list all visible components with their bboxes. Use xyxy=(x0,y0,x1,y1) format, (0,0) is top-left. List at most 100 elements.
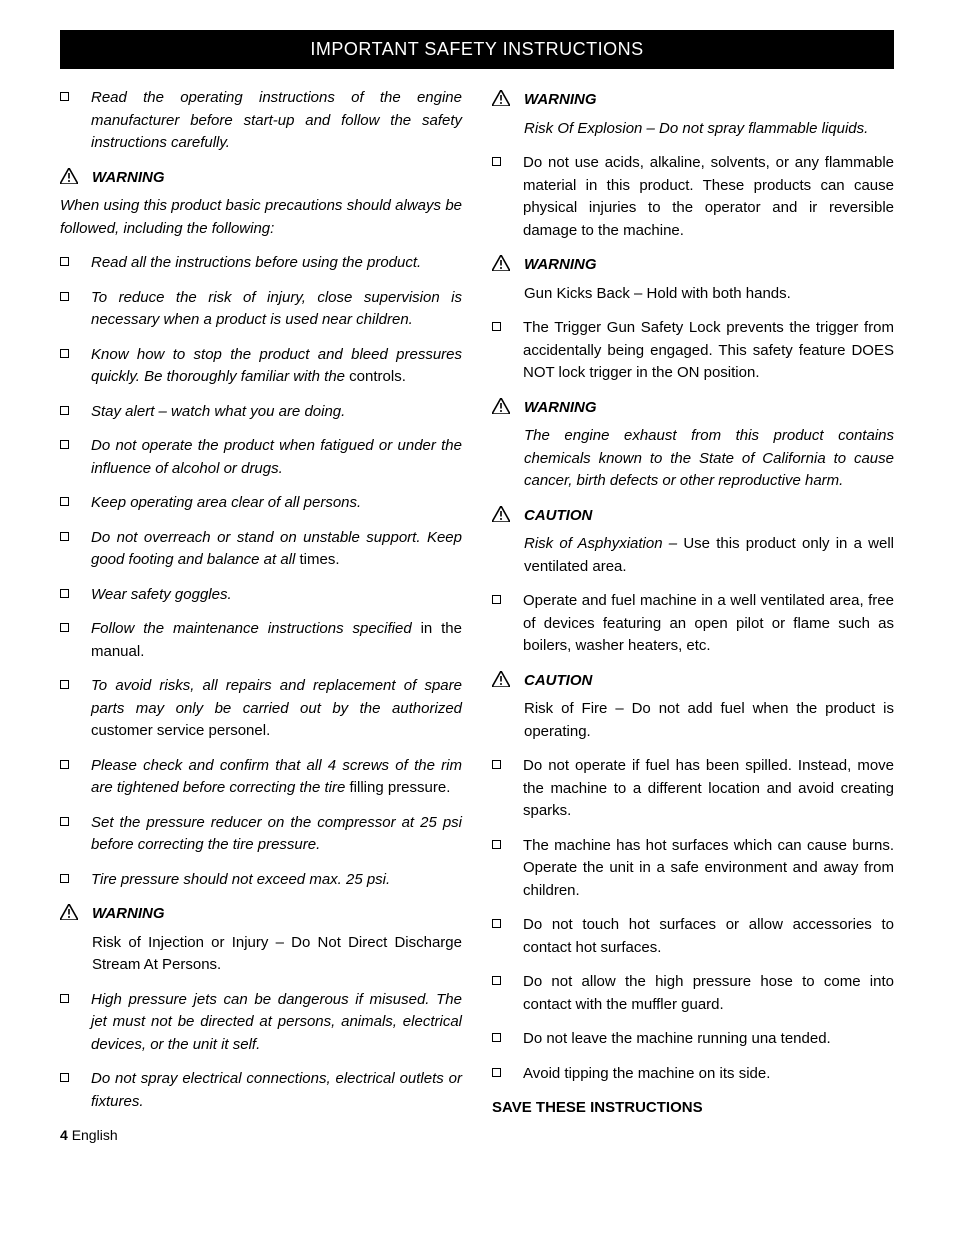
right-column: WARNING Risk Of Explosion – Do not spray… xyxy=(492,87,894,1146)
bullet-text: Read all the instructions before using t… xyxy=(91,252,462,275)
warning-icon xyxy=(492,398,510,414)
list-item: To reduce the risk of injury, close supe… xyxy=(60,287,462,332)
warning-heading: WARNING xyxy=(492,397,894,420)
bullet-text: Do not operate if fuel has been spilled.… xyxy=(523,755,894,823)
warning-icon xyxy=(60,904,78,920)
list-item: Wear safety goggles. xyxy=(60,584,462,607)
bullet-text: The Trigger Gun Safety Lock prevents the… xyxy=(523,317,894,385)
list-item: The machine has hot surfaces which can c… xyxy=(492,835,894,903)
caution-label: CAUTION xyxy=(524,505,592,528)
bullet-text: Do not allow the high pressure hose to c… xyxy=(523,971,894,1016)
bullet-icon xyxy=(60,760,69,769)
warning-body: The engine exhaust from this product con… xyxy=(524,425,894,493)
list-item: Read the operating instructions of the e… xyxy=(60,87,462,155)
bullet-text: Keep operating area clear of all persons… xyxy=(91,492,462,515)
caution-heading: CAUTION xyxy=(492,670,894,693)
list-item: Know how to stop the product and bleed p… xyxy=(60,344,462,389)
bullet-icon xyxy=(492,1068,501,1077)
warning-icon xyxy=(60,168,78,184)
bullet-icon xyxy=(492,322,501,331)
warning-heading: WARNING xyxy=(60,167,462,190)
list-item: Do not leave the machine running una ten… xyxy=(492,1028,894,1051)
page-footer: 4 English xyxy=(60,1125,462,1146)
list-item: Avoid tipping the machine on its side. xyxy=(492,1063,894,1086)
bullet-icon xyxy=(60,623,69,632)
warning-heading: WARNING xyxy=(492,254,894,277)
warning-label: WARNING xyxy=(92,903,165,926)
bullet-text: Know how to stop the product and bleed p… xyxy=(91,344,462,389)
bullet-text: Operate and fuel machine in a well venti… xyxy=(523,590,894,658)
bullet-text: Wear safety goggles. xyxy=(91,584,462,607)
warning-icon xyxy=(492,255,510,271)
bullet-text: Do not touch hot surfaces or allow acces… xyxy=(523,914,894,959)
warning-icon xyxy=(492,671,510,687)
list-item: Read all the instructions before using t… xyxy=(60,252,462,275)
bullet-text: Set the pressure reducer on the compress… xyxy=(91,812,462,857)
warning-body: Risk Of Explosion – Do not spray flammab… xyxy=(524,118,894,141)
bullet-text: To reduce the risk of injury, close supe… xyxy=(91,287,462,332)
bullet-icon xyxy=(492,595,501,604)
list-item: Set the pressure reducer on the compress… xyxy=(60,812,462,857)
page-header: IMPORTANT SAFETY INSTRUCTIONS xyxy=(60,30,894,69)
bullet-icon xyxy=(60,92,69,101)
bullet-icon xyxy=(60,406,69,415)
page-language-text: English xyxy=(72,1127,118,1143)
bullet-icon xyxy=(60,994,69,1003)
list-item: Follow the maintenance instructions spec… xyxy=(60,618,462,663)
list-item: Do not use acids, alkaline, solvents, or… xyxy=(492,152,894,242)
bullet-text: Do not use acids, alkaline, solvents, or… xyxy=(523,152,894,242)
list-item: High pressure jets can be dangerous if m… xyxy=(60,989,462,1057)
bullet-text: Do not leave the machine running una ten… xyxy=(523,1028,894,1051)
caution-heading: CAUTION xyxy=(492,505,894,528)
caution-label: CAUTION xyxy=(524,670,592,693)
bullet-icon xyxy=(60,349,69,358)
list-item: Do not touch hot surfaces or allow acces… xyxy=(492,914,894,959)
bullet-icon xyxy=(60,680,69,689)
warning-label: WARNING xyxy=(524,89,597,112)
bullet-icon xyxy=(492,976,501,985)
list-item: The Trigger Gun Safety Lock prevents the… xyxy=(492,317,894,385)
bullet-text: Do not operate the product when fatigued… xyxy=(91,435,462,480)
bullet-text: Read the operating instructions of the e… xyxy=(91,87,462,155)
content-columns: Read the operating instructions of the e… xyxy=(60,87,894,1146)
bullet-icon xyxy=(60,440,69,449)
warning-body: Risk of Injection or Injury – Do Not Dir… xyxy=(92,932,462,977)
bullet-text: Stay alert – watch what you are doing. xyxy=(91,401,462,424)
bullet-text: Tire pressure should not exceed max. 25 … xyxy=(91,869,462,892)
list-item: Do not allow the high pressure hose to c… xyxy=(492,971,894,1016)
list-item: Keep operating area clear of all persons… xyxy=(60,492,462,515)
warning-label: WARNING xyxy=(524,254,597,277)
bullet-icon xyxy=(60,817,69,826)
warning-heading: WARNING xyxy=(492,89,894,112)
list-item: Do not operate the product when fatigued… xyxy=(60,435,462,480)
bullet-icon xyxy=(60,497,69,506)
bullet-icon xyxy=(492,919,501,928)
caution-body: Risk of Fire – Do not add fuel when the … xyxy=(524,698,894,743)
bullet-text: High pressure jets can be dangerous if m… xyxy=(91,989,462,1057)
intro-text: When using this product basic precaution… xyxy=(60,195,462,240)
list-item: Stay alert – watch what you are doing. xyxy=(60,401,462,424)
warning-body: Gun Kicks Back – Hold with both hands. xyxy=(524,283,894,306)
warning-label: WARNING xyxy=(524,397,597,420)
bullet-icon xyxy=(492,840,501,849)
bullet-icon xyxy=(492,760,501,769)
bullet-text: The machine has hot surfaces which can c… xyxy=(523,835,894,903)
save-instructions: SAVE THESE INSTRUCTIONS xyxy=(492,1097,894,1120)
warning-label: WARNING xyxy=(92,167,165,190)
bullet-text: Follow the maintenance instructions spec… xyxy=(91,618,462,663)
bullet-text: To avoid risks, all repairs and replacem… xyxy=(91,675,462,743)
warning-icon xyxy=(492,506,510,522)
bullet-icon xyxy=(492,157,501,166)
list-item: Please check and confirm that all 4 scre… xyxy=(60,755,462,800)
bullet-icon xyxy=(60,589,69,598)
bullet-icon xyxy=(60,292,69,301)
list-item: Do not overreach or stand on unstable su… xyxy=(60,527,462,572)
bullet-text: Do not overreach or stand on unstable su… xyxy=(91,527,462,572)
bullet-text: Avoid tipping the machine on its side. xyxy=(523,1063,894,1086)
bullet-icon xyxy=(60,1073,69,1082)
bullet-icon xyxy=(60,874,69,883)
list-item: Do not operate if fuel has been spilled.… xyxy=(492,755,894,823)
left-column: Read the operating instructions of the e… xyxy=(60,87,462,1146)
list-item: Do not spray electrical connections, ele… xyxy=(60,1068,462,1113)
bullet-icon xyxy=(492,1033,501,1042)
